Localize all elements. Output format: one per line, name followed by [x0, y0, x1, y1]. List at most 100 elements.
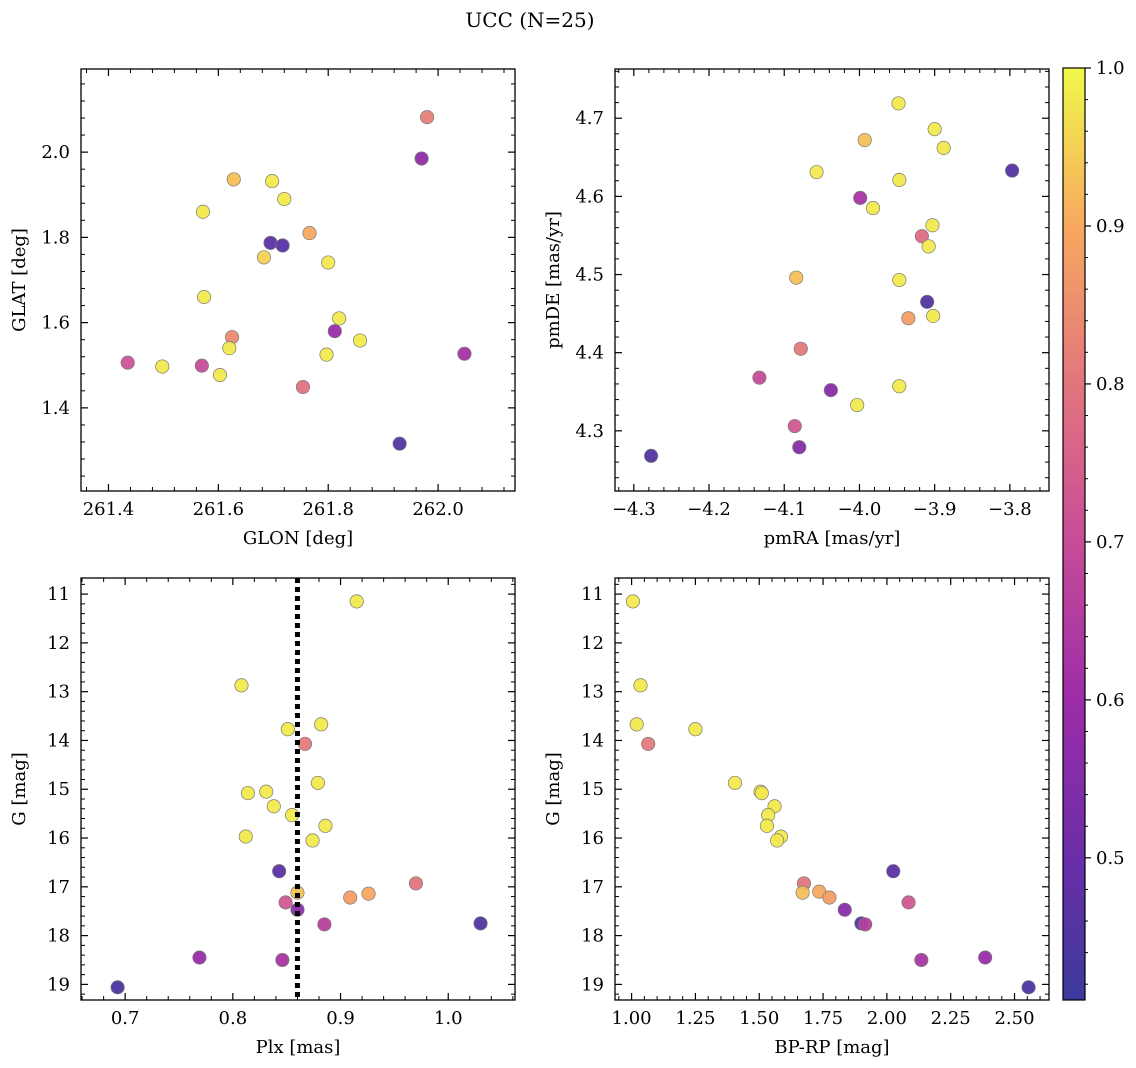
scatter-point [120, 355, 135, 370]
scatter-point [192, 950, 207, 965]
x-tick-label: 1.25 [675, 1008, 715, 1029]
x-tick-label: −3.8 [988, 499, 1032, 520]
scatter-point [837, 902, 852, 917]
scatter-point [305, 833, 320, 848]
scatter-point [275, 238, 290, 253]
y-tick-label: 12 [47, 633, 70, 654]
x-tick-label: −4.2 [687, 499, 731, 520]
y-axis-label: pmDE [mas/yr] [543, 211, 564, 349]
panel-glon-glat: 261.4 261.6 261.8 262.0 1.4 1.6 1.8 2.0 GLON [de… [9, 68, 516, 549]
x-tick-label: −4.1 [762, 499, 806, 520]
y-tick-label: 1.4 [41, 398, 70, 419]
x-tick-label: 2.50 [994, 1008, 1034, 1029]
y-tick-label: 19 [581, 974, 604, 995]
scatter-point [222, 341, 237, 356]
scatter-point [925, 218, 940, 233]
y-tick-label: 1.6 [41, 313, 70, 334]
scatter-point [361, 886, 376, 901]
scatter-point [759, 818, 774, 833]
scatter-point [473, 916, 488, 931]
scatter-point [914, 952, 929, 968]
x-tick-label: −4.3 [612, 499, 656, 520]
y-tick-label: 4.7 [575, 108, 604, 129]
x-tick-label: 0.8 [219, 1008, 248, 1029]
scatter-point [265, 174, 280, 189]
scatter-point [266, 799, 281, 814]
scatter-point [688, 722, 703, 737]
y-tick-label: 14 [47, 730, 70, 751]
scatter-point [319, 347, 334, 362]
scatter-point [194, 358, 209, 373]
scatter-point [353, 333, 368, 348]
scatter-point [420, 110, 435, 125]
x-tick-label: 261.8 [302, 499, 354, 520]
x-tick-label: 1.0 [434, 1008, 463, 1029]
axes-frame-glon-glat [80, 68, 516, 492]
scatter-point [901, 311, 916, 326]
scatter-point [901, 895, 916, 910]
scatter-point [414, 151, 429, 166]
y-tick-label: 18 [47, 926, 70, 947]
scatter-point [302, 226, 317, 241]
x-tick-label: 0.7 [111, 1008, 140, 1029]
scatter-point [978, 950, 993, 965]
y-tick-label: 13 [47, 682, 70, 703]
scatter-point [226, 172, 241, 187]
scatter-point [892, 272, 907, 288]
scatter-point [629, 717, 644, 732]
scatter-point [349, 594, 364, 609]
x-axis-label: pmRA [mas/yr] [764, 528, 901, 549]
scatter-point [310, 775, 325, 790]
y-axis-label: G [mag] [9, 752, 30, 825]
panel-plx-g: 0.7 0.8 0.9 1.0 11 12 13 14 15 16 17 18 19 Plx [mas] G… [9, 577, 516, 1058]
scatter-point [297, 736, 313, 751]
y-tick-label: 17 [581, 877, 604, 898]
colorbar: 0.5 0.6 0.7 0.8 0.9 1.0 [1062, 58, 1125, 1001]
scatter-point [625, 594, 640, 609]
scatter-point [457, 346, 472, 361]
scatter-point [853, 190, 868, 205]
y-tick-label: 19 [47, 974, 70, 995]
panel-bprp-g: 1.00 1.25 1.50 1.75 2.00 2.25 2.50 11 12 13 14 15 16… [543, 577, 1050, 1058]
scatter-point [754, 786, 769, 801]
x-tick-label: 261.4 [83, 499, 135, 520]
scatter-point [327, 324, 342, 339]
y-tick-label: 1.8 [41, 227, 70, 248]
scatter-point [272, 864, 287, 879]
scatter-point [792, 440, 807, 455]
scatter-point [392, 436, 407, 451]
scatter-point [110, 980, 125, 995]
y-tick-label: 11 [47, 584, 70, 605]
scatter-point [1021, 980, 1036, 995]
scatter-point [318, 818, 333, 833]
scatter-point [809, 165, 824, 180]
y-tick-label: 4.4 [575, 343, 604, 364]
x-tick-label: 2.00 [867, 1008, 907, 1029]
axes-frame-pmra-pmde [614, 68, 1050, 492]
axes-frame-bprp-g [614, 577, 1050, 1001]
scatter-point [850, 397, 865, 413]
colorbar-tick-label: 1.0 [1096, 58, 1125, 79]
scatter-point [789, 270, 804, 285]
scatter-point [633, 678, 648, 693]
y-tick-label: 13 [581, 682, 604, 703]
scatter-point [921, 239, 936, 254]
scatter-point [212, 368, 228, 383]
y-axis-label: GLAT [deg] [9, 228, 30, 332]
scatter-point [197, 290, 212, 305]
x-tick-label: −3.9 [913, 499, 957, 520]
y-tick-label: 12 [581, 633, 604, 654]
y-tick-label: 17 [47, 877, 70, 898]
x-axis-label: Plx [mas] [256, 1037, 341, 1058]
figure-title: UCC (N=25) [465, 8, 594, 32]
scatter-point [275, 952, 290, 968]
colorbar-tick-label: 0.5 [1096, 848, 1125, 869]
colorbar-gradient [1062, 67, 1086, 1001]
scatter-point [256, 250, 271, 265]
scatter-point [195, 204, 211, 219]
y-tick-label: 18 [581, 926, 604, 947]
scatter-point [727, 775, 743, 790]
y-tick-label: 16 [581, 828, 604, 849]
scatter-point [858, 917, 873, 932]
